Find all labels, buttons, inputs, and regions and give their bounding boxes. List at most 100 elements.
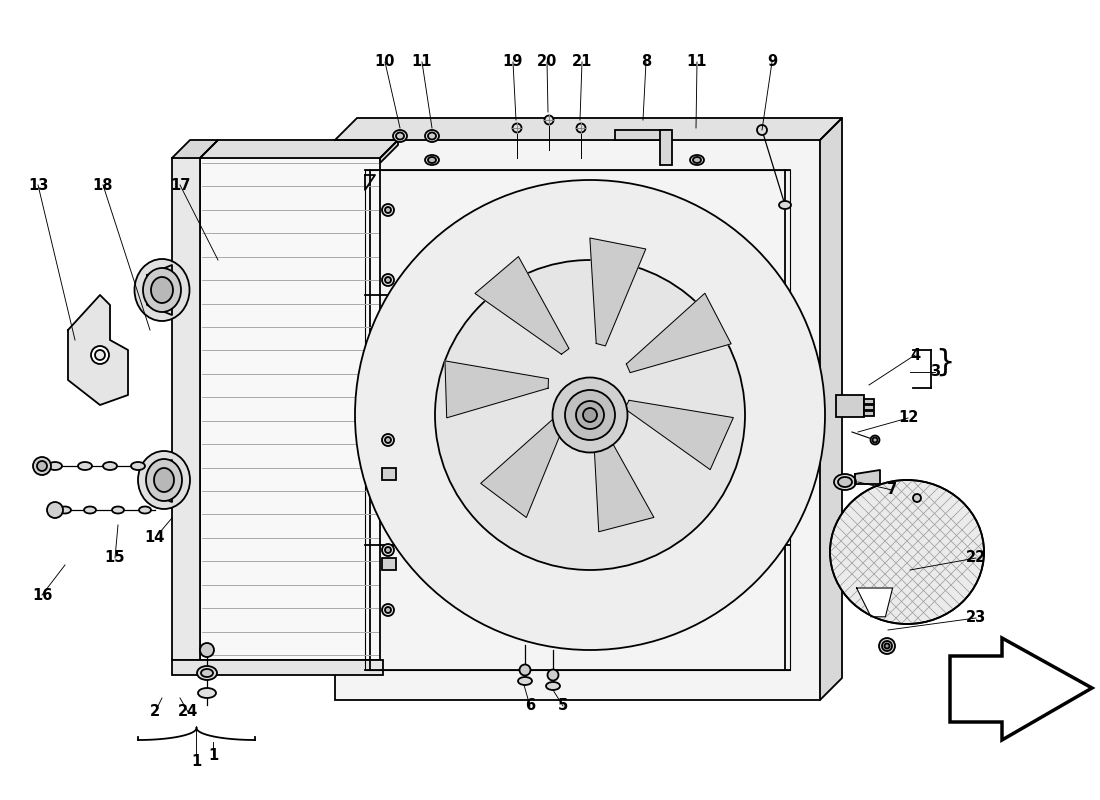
Ellipse shape: [385, 277, 390, 283]
Bar: [864, 405, 874, 410]
Ellipse shape: [139, 506, 151, 514]
Polygon shape: [365, 175, 375, 190]
Polygon shape: [446, 361, 549, 418]
Text: 14: 14: [145, 530, 165, 546]
Text: 11: 11: [686, 54, 707, 70]
Bar: [365, 170, 790, 670]
Ellipse shape: [583, 408, 597, 422]
Ellipse shape: [385, 607, 390, 613]
Ellipse shape: [78, 462, 92, 470]
Ellipse shape: [138, 451, 190, 509]
Ellipse shape: [154, 468, 174, 492]
Ellipse shape: [879, 638, 895, 654]
Ellipse shape: [131, 462, 145, 470]
Polygon shape: [481, 414, 566, 518]
Ellipse shape: [382, 274, 394, 286]
Ellipse shape: [385, 207, 390, 213]
Ellipse shape: [95, 350, 104, 360]
Ellipse shape: [779, 201, 791, 209]
Polygon shape: [820, 118, 842, 700]
Text: 22: 22: [966, 550, 986, 566]
Text: 18: 18: [92, 178, 113, 193]
Ellipse shape: [518, 677, 532, 685]
Text: 6: 6: [525, 698, 535, 714]
Ellipse shape: [47, 502, 63, 518]
Text: 9: 9: [767, 54, 777, 70]
Text: 10: 10: [375, 54, 395, 70]
Ellipse shape: [396, 133, 404, 139]
Text: 23: 23: [966, 610, 986, 626]
Text: 17: 17: [169, 178, 190, 193]
Bar: [660, 130, 672, 165]
Ellipse shape: [576, 401, 604, 429]
Ellipse shape: [882, 641, 892, 651]
Ellipse shape: [37, 461, 47, 471]
Bar: [336, 140, 820, 700]
Ellipse shape: [428, 133, 436, 139]
Text: 12: 12: [898, 410, 918, 426]
Polygon shape: [336, 118, 842, 140]
Ellipse shape: [546, 682, 560, 690]
Text: 5: 5: [558, 698, 568, 714]
Text: 16: 16: [32, 587, 52, 602]
Text: 15: 15: [104, 550, 125, 566]
Text: 2: 2: [150, 705, 161, 719]
Ellipse shape: [690, 155, 704, 165]
Polygon shape: [950, 638, 1092, 740]
Text: 1: 1: [208, 747, 218, 762]
Polygon shape: [625, 400, 734, 470]
Text: 21: 21: [572, 54, 592, 70]
Polygon shape: [475, 257, 569, 354]
Ellipse shape: [838, 477, 853, 487]
Bar: [836, 395, 864, 417]
Ellipse shape: [84, 506, 96, 514]
Bar: [200, 158, 380, 660]
Ellipse shape: [158, 462, 172, 470]
Ellipse shape: [693, 157, 701, 163]
Ellipse shape: [59, 506, 72, 514]
Polygon shape: [200, 140, 398, 158]
Text: a passion: a passion: [270, 501, 470, 559]
Ellipse shape: [870, 435, 880, 445]
Ellipse shape: [134, 259, 189, 321]
Ellipse shape: [146, 459, 182, 501]
Text: 11: 11: [411, 54, 432, 70]
Ellipse shape: [425, 155, 439, 165]
Polygon shape: [626, 294, 732, 373]
Text: 7: 7: [887, 482, 898, 498]
Ellipse shape: [201, 669, 213, 677]
Ellipse shape: [552, 378, 627, 453]
Text: 4: 4: [910, 347, 920, 362]
Text: 19: 19: [503, 54, 524, 70]
Ellipse shape: [884, 643, 890, 649]
Bar: [172, 660, 383, 675]
Text: 1985: 1985: [546, 381, 735, 499]
Ellipse shape: [757, 125, 767, 135]
Ellipse shape: [913, 494, 921, 502]
Ellipse shape: [382, 434, 394, 446]
Ellipse shape: [103, 462, 117, 470]
Ellipse shape: [33, 457, 51, 475]
Text: 3: 3: [930, 365, 940, 379]
Ellipse shape: [513, 123, 521, 133]
Text: 1: 1: [191, 754, 201, 770]
Ellipse shape: [385, 547, 390, 553]
Polygon shape: [147, 265, 172, 315]
Ellipse shape: [519, 665, 530, 675]
Ellipse shape: [143, 268, 182, 312]
Ellipse shape: [548, 670, 559, 681]
Ellipse shape: [91, 346, 109, 364]
Ellipse shape: [565, 390, 615, 440]
Ellipse shape: [382, 544, 394, 556]
Ellipse shape: [428, 157, 436, 163]
Text: }: }: [935, 347, 955, 377]
Text: 8: 8: [641, 54, 651, 70]
Bar: [172, 158, 200, 660]
Bar: [382, 558, 396, 570]
Bar: [864, 399, 874, 404]
Polygon shape: [855, 470, 880, 484]
Ellipse shape: [544, 115, 553, 125]
Bar: [864, 411, 874, 416]
Bar: [382, 468, 396, 480]
Text: edicats: edicats: [189, 282, 651, 538]
